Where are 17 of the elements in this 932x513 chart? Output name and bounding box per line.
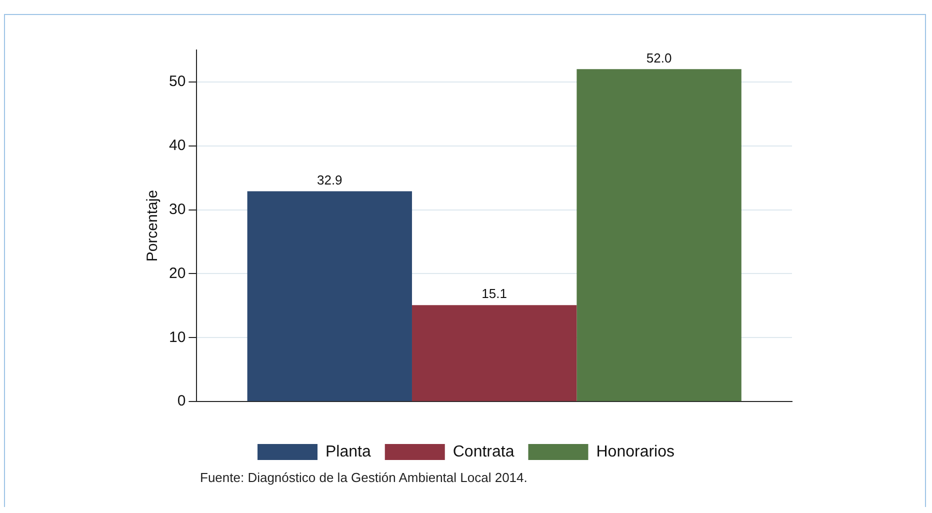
y-axis-title: Porcentaje: [144, 190, 162, 262]
legend-label: Planta: [326, 443, 371, 460]
y-tick-label: 40: [168, 137, 186, 154]
y-tick-label: 20: [168, 264, 186, 282]
legend-label: Honorarios: [596, 443, 675, 460]
legend-label: Contrata: [452, 443, 514, 460]
data-label: 52.0: [646, 50, 672, 66]
y-tick-label: 50: [168, 73, 186, 90]
data-label: 15.1: [482, 286, 507, 302]
y-tick-label: 10: [168, 328, 186, 346]
bar: [576, 69, 742, 402]
y-tick-label: 0: [177, 392, 186, 410]
bar: [247, 191, 412, 402]
source-note: Fuente: Diagnóstico de la Gestión Ambiental Local 2014.: [200, 470, 528, 485]
y-tick-label: 30: [168, 200, 186, 218]
bar: [412, 305, 577, 402]
data-label: 32.9: [316, 172, 342, 188]
